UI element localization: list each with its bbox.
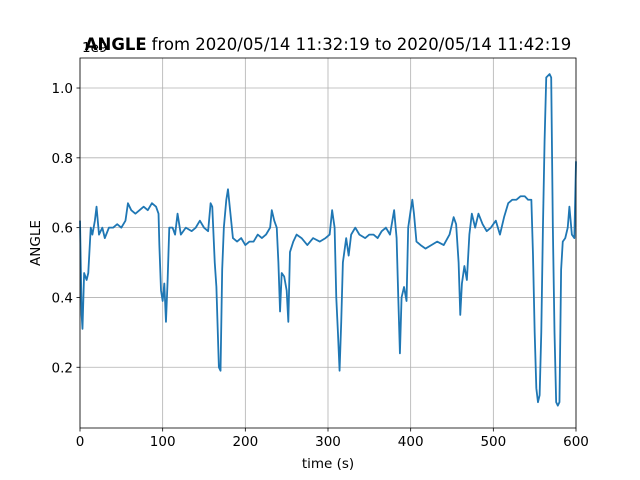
y-axis-label: ANGLE bbox=[28, 220, 44, 266]
x-tick-label: 600 bbox=[563, 434, 589, 450]
y-tick-label: 0.4 bbox=[52, 290, 73, 306]
x-tick-label: 300 bbox=[315, 434, 341, 450]
x-tick-label: 100 bbox=[150, 434, 176, 450]
y-tick-label: 1.0 bbox=[52, 81, 73, 97]
x-axis-label: time (s) bbox=[302, 456, 354, 472]
data-line bbox=[79, 73, 577, 407]
offset-label: 1e9 bbox=[82, 40, 107, 56]
plot-frame bbox=[79, 57, 577, 429]
title-suffix: from 2020/05/14 11:32:19 to 2020/05/14 1… bbox=[152, 35, 572, 54]
chart-title: ANGLE from 2020/05/14 11:32:19 to 2020/05… bbox=[85, 35, 572, 54]
x-tick-label: 0 bbox=[76, 434, 85, 450]
y-tick-label: 0.6 bbox=[52, 221, 73, 237]
x-tick-label: 200 bbox=[232, 434, 258, 450]
x-tick-label: 400 bbox=[398, 434, 424, 450]
x-tick-label: 500 bbox=[480, 434, 506, 450]
title-main: ANGLE bbox=[85, 35, 147, 54]
y-tick-label: 0.2 bbox=[52, 360, 73, 376]
y-tick-label: 0.8 bbox=[52, 151, 73, 167]
